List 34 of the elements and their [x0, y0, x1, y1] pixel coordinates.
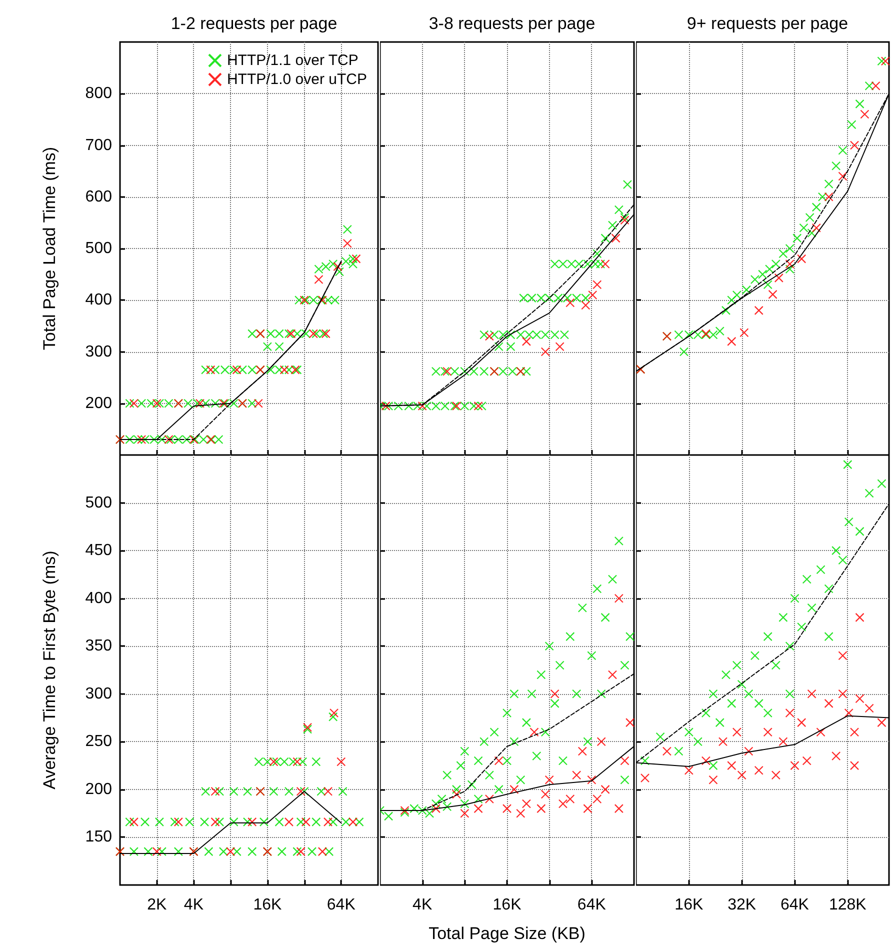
legend-label: HTTP/1.0 over uTCP [226, 71, 368, 88]
x-tick-label: 4K [184, 896, 204, 914]
y-tick-label: 800 [85, 85, 112, 102]
y-tick-label: 500 [85, 240, 112, 257]
x-tick-label: 16K [253, 896, 282, 914]
x-axis-title: Total Page Size (KB) [428, 924, 586, 943]
y-tick-label: 300 [85, 343, 112, 360]
y-tick-label: 350 [85, 638, 112, 655]
y-tick-label: 250 [85, 733, 112, 750]
y-axis-title: Total Page Load Time (ms) [40, 146, 59, 350]
y-tick-label: 300 [85, 685, 112, 702]
legend-label: HTTP/1.1 over TCP [226, 52, 358, 69]
y-tick-label: 200 [85, 780, 112, 798]
y-axis-title: Average Time to First Byte (ms) [40, 550, 59, 790]
chart-title: 3-8 requests per page [428, 14, 596, 33]
y-tick-label: 400 [85, 590, 112, 607]
chart-title: 1-2 requests per page [170, 14, 338, 33]
y-tick-label: 700 [85, 136, 112, 154]
x-tick-label: 32K [728, 896, 756, 914]
x-tick-label: 64K [577, 896, 606, 914]
x-tick-label: 4K [412, 896, 432, 914]
y-tick-label: 500 [85, 494, 112, 512]
x-tick-label: 16K [674, 896, 704, 914]
x-tick-label: 2K [147, 896, 167, 914]
x-tick-label: 64K [326, 896, 356, 914]
chart-title: 9+ requests per page [686, 14, 848, 33]
x-tick-label: 128K [828, 896, 867, 914]
y-tick-label: 400 [85, 292, 112, 309]
x-tick-label: 16K [492, 896, 522, 914]
x-tick-label: 64K [780, 896, 810, 914]
y-tick-label: 600 [85, 188, 112, 206]
y-tick-label: 200 [85, 394, 112, 412]
y-tick-label: 450 [85, 542, 112, 560]
y-tick-label: 150 [85, 828, 112, 846]
